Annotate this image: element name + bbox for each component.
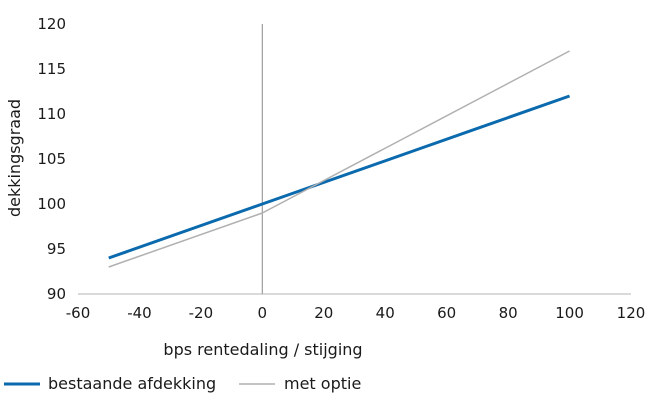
legend: bestaande afdekking met optie bbox=[4, 374, 361, 393]
y-tick-label: 105 bbox=[37, 150, 66, 168]
x-tick-label: 100 bbox=[555, 304, 584, 322]
x-tick-label: 40 bbox=[376, 304, 395, 322]
x-tick-label: 60 bbox=[437, 304, 456, 322]
x-tick-label: -60 bbox=[66, 304, 91, 322]
x-axis-label: bps rentedaling / stijging bbox=[163, 340, 362, 359]
y-tick-label: 100 bbox=[37, 195, 66, 213]
y-axis-ticks: 90 95 100 105 110 115 120 bbox=[37, 15, 66, 303]
legend-label-met-optie: met optie bbox=[284, 374, 361, 393]
x-tick-label: 80 bbox=[499, 304, 518, 322]
y-tick-label: 115 bbox=[37, 60, 66, 78]
x-tick-label: -20 bbox=[189, 304, 214, 322]
x-tick-label: -40 bbox=[127, 304, 152, 322]
x-tick-label: 20 bbox=[314, 304, 333, 322]
series-lines bbox=[108, 50, 571, 268]
y-tick-label: 90 bbox=[47, 285, 66, 303]
y-tick-label: 95 bbox=[47, 240, 66, 258]
x-tick-label: 0 bbox=[258, 304, 268, 322]
series-line-bestaande-afdekking bbox=[108, 94, 571, 260]
legend-label-bestaande-afdekking: bestaande afdekking bbox=[48, 374, 216, 393]
x-axis-ticks: -60 -40 -20 0 20 40 60 80 100 120 bbox=[66, 304, 646, 322]
y-tick-label: 120 bbox=[37, 15, 66, 33]
y-axis-label: dekkingsgraad bbox=[5, 99, 24, 217]
y-tick-label: 110 bbox=[37, 105, 66, 123]
series-line-met-optie bbox=[108, 50, 570, 268]
x-tick-label: 120 bbox=[617, 304, 646, 322]
